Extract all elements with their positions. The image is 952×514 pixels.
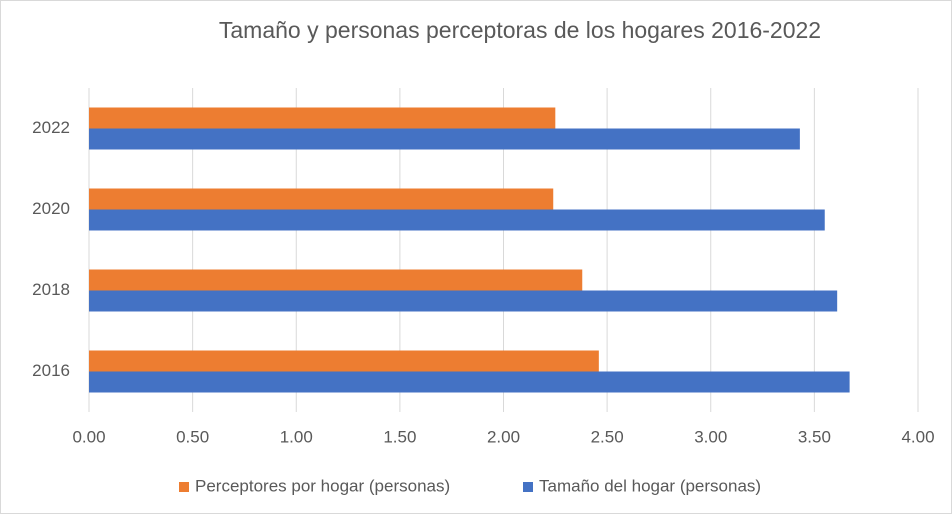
x-tick-label: 0.50 (176, 427, 209, 446)
x-tick-label: 2.00 (487, 427, 520, 446)
bar (89, 371, 850, 393)
y-tick-label: 2018 (32, 280, 70, 299)
legend-label: Tamaño del hogar (personas) (539, 476, 761, 495)
bar (89, 269, 583, 291)
bar (89, 290, 838, 312)
y-tick-label: 2020 (32, 199, 70, 218)
bar (89, 107, 556, 129)
x-tick-label: 3.50 (798, 427, 831, 446)
x-tick-label: 2.50 (591, 427, 624, 446)
bar (89, 350, 599, 372)
x-tick-label: 0.00 (72, 427, 105, 446)
bar (89, 188, 554, 210)
legend-label: Perceptores por hogar (personas) (195, 476, 450, 495)
x-tick-label: 1.00 (280, 427, 313, 446)
x-tick-label: 1.50 (383, 427, 416, 446)
bar (89, 209, 825, 231)
y-tick-label: 2022 (32, 118, 70, 137)
y-tick-label: 2016 (32, 361, 70, 380)
legend-swatch (179, 482, 189, 492)
x-tick-label: 4.00 (901, 427, 934, 446)
x-tick-label: 3.00 (694, 427, 727, 446)
chart-title: Tamaño y personas perceptoras de los hog… (219, 17, 821, 43)
legend-swatch (523, 482, 533, 492)
bar (89, 128, 800, 150)
